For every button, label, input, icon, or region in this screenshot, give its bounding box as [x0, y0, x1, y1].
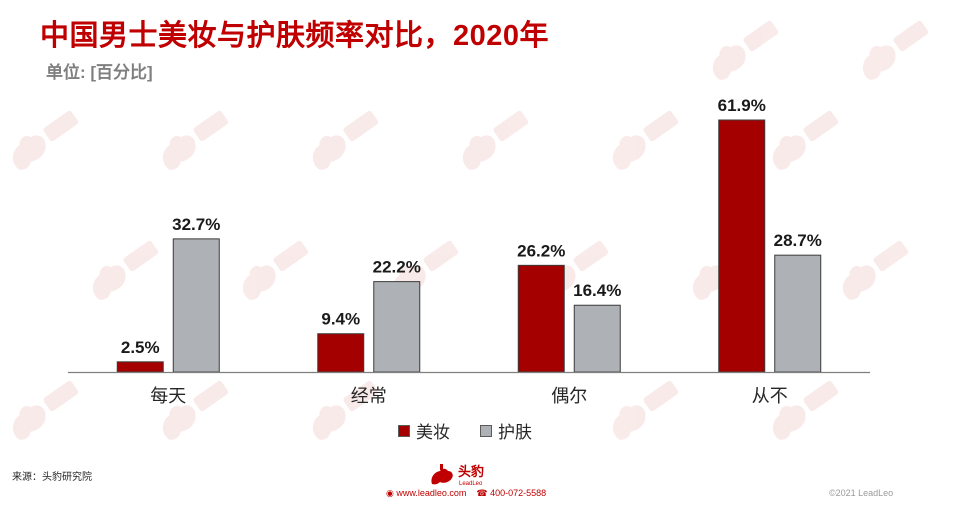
category-label: 从不	[752, 386, 788, 407]
data-label: 16.4%	[573, 281, 621, 300]
legend-swatch-skincare	[480, 424, 492, 437]
legend-label-makeup: 美妆	[416, 423, 450, 442]
bar-makeup-1	[317, 333, 365, 373]
page-title: 中国男士美妆与护肤频率对比，2020年	[40, 20, 550, 52]
category-label: 每天	[150, 386, 186, 407]
category-label: 偶尔	[551, 386, 587, 407]
bar-makeup-0	[116, 361, 164, 373]
data-label: 32.7%	[172, 215, 220, 234]
category-label: 经常	[351, 386, 387, 407]
bar-skincare-2	[573, 304, 621, 373]
data-label: 9.4%	[321, 310, 360, 329]
phone-number: ☎ 400-072-5588	[476, 488, 547, 498]
footer-contact: ◉ www.leadleo.com ☎ 400-072-5588	[386, 488, 546, 499]
bar-skincare-1	[373, 281, 421, 373]
logo-subtext: LeadLeo	[459, 481, 483, 487]
leadleo-logo: 头豹 LeadLeo	[431, 464, 484, 487]
data-label: 61.9%	[718, 96, 766, 115]
logo-text: 头豹	[458, 464, 484, 479]
data-label: 26.2%	[517, 241, 565, 260]
bar-makeup-2	[517, 264, 565, 373]
legend-swatch-makeup	[398, 424, 410, 437]
data-label: 2.5%	[121, 338, 160, 357]
bar-skincare-0	[172, 238, 220, 373]
data-label: 28.7%	[774, 231, 822, 250]
bar-skincare-3	[774, 254, 822, 373]
legend-label-skincare: 护肤	[498, 423, 532, 442]
bar-makeup-3	[718, 119, 766, 373]
unit-label: 单位: [百分比]	[46, 63, 153, 82]
legend-item-skincare: 护肤	[480, 418, 532, 443]
legend-item-makeup: 美妆	[398, 418, 450, 443]
copyright: ©2021 LeadLeo	[829, 488, 894, 498]
data-label: 22.2%	[373, 258, 421, 277]
source-note: 来源：头豹研究院	[12, 472, 92, 483]
chart-legend: 美妆 护肤	[398, 418, 532, 443]
website-link[interactable]: ◉ www.leadleo.com	[386, 488, 467, 498]
